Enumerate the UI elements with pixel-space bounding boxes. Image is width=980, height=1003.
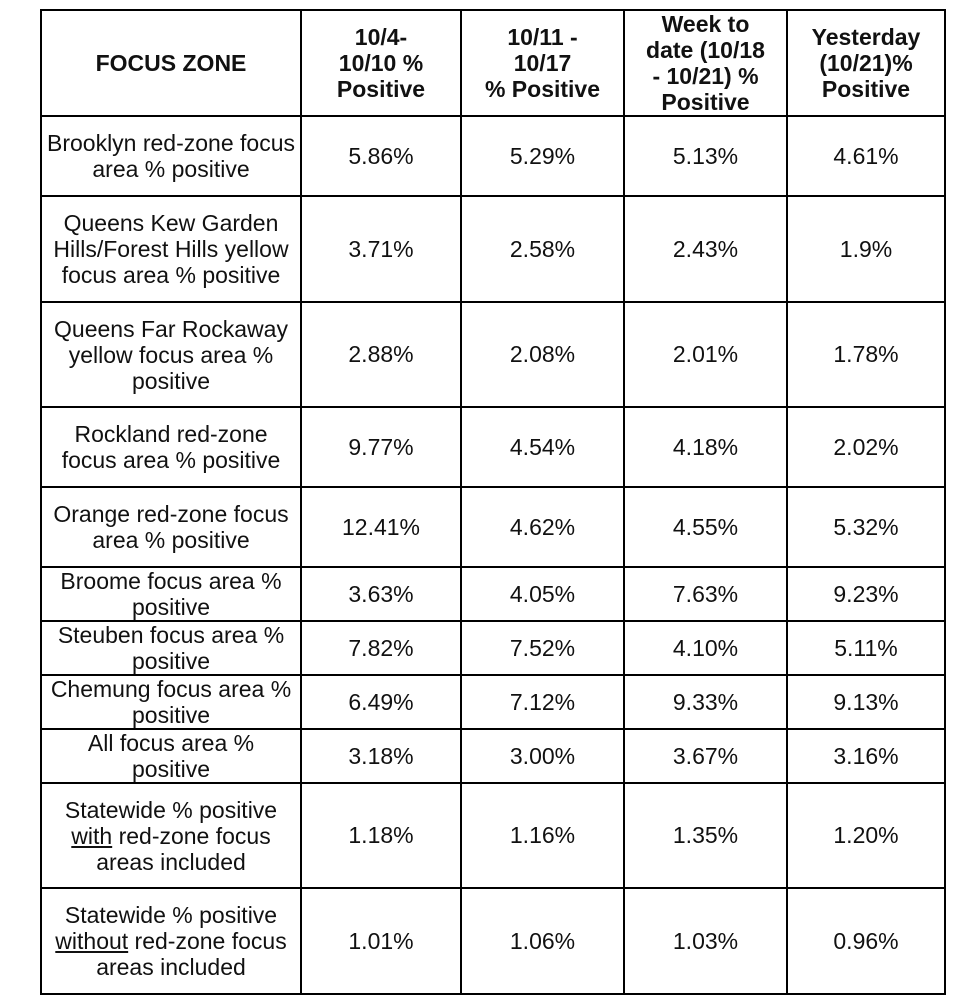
zone-label: All focus area % positive <box>40 728 302 784</box>
header-week-2: 10/11 - 10/17 % Positive <box>460 9 625 117</box>
value-cell: 3.63% <box>300 566 462 622</box>
header-week-1: 10/4- 10/10 % Positive <box>300 9 462 117</box>
value-cell: 4.10% <box>623 620 788 676</box>
value-cell: 3.00% <box>460 728 625 784</box>
table-row: Broome focus area % positive 3.63% 4.05%… <box>40 566 946 622</box>
value-cell: 1.16% <box>460 782 625 889</box>
value-cell: 1.20% <box>786 782 946 889</box>
value-cell: 6.49% <box>300 674 462 730</box>
value-cell: 2.02% <box>786 406 946 488</box>
zone-label: Statewide % positive without red-zone fo… <box>40 887 302 995</box>
zone-label: Brooklyn red-zone focus area % positive <box>40 115 302 197</box>
value-cell: 3.16% <box>786 728 946 784</box>
value-cell: 0.96% <box>786 887 946 995</box>
value-cell: 5.11% <box>786 620 946 676</box>
value-cell: 2.88% <box>300 301 462 408</box>
value-cell: 3.67% <box>623 728 788 784</box>
table-row: Statewide % positive with red-zone focus… <box>40 782 946 889</box>
value-cell: 4.54% <box>460 406 625 488</box>
value-cell: 4.18% <box>623 406 788 488</box>
value-cell: 5.86% <box>300 115 462 197</box>
value-cell: 1.9% <box>786 195 946 303</box>
value-cell: 1.03% <box>623 887 788 995</box>
value-cell: 4.05% <box>460 566 625 622</box>
value-cell: 9.13% <box>786 674 946 730</box>
value-cell: 7.12% <box>460 674 625 730</box>
table-row: Queens Far Rockaway yellow focus area % … <box>40 301 946 408</box>
zone-label: Queens Kew Garden Hills/Forest Hills yel… <box>40 195 302 303</box>
value-cell: 1.78% <box>786 301 946 408</box>
value-cell: 9.77% <box>300 406 462 488</box>
value-cell: 2.08% <box>460 301 625 408</box>
header-row: FOCUS ZONE 10/4- 10/10 % Positive 10/11 … <box>40 9 946 117</box>
value-cell: 5.32% <box>786 486 946 568</box>
header-week-to-date: Week to date (10/18 - 10/21) % Positive <box>623 9 788 117</box>
focus-zone-table: FOCUS ZONE 10/4- 10/10 % Positive 10/11 … <box>40 9 946 995</box>
value-cell: 2.01% <box>623 301 788 408</box>
header-focus-zone: FOCUS ZONE <box>40 9 302 117</box>
table-row: Rockland red-zone focus area % positive … <box>40 406 946 488</box>
value-cell: 7.63% <box>623 566 788 622</box>
zone-label: Statewide % positive with red-zone focus… <box>40 782 302 889</box>
table-row: Chemung focus area % positive 6.49% 7.12… <box>40 674 946 730</box>
value-cell: 3.71% <box>300 195 462 303</box>
table-row: All focus area % positive 3.18% 3.00% 3.… <box>40 728 946 784</box>
table-row: Orange red-zone focus area % positive 12… <box>40 486 946 568</box>
value-cell: 1.06% <box>460 887 625 995</box>
value-cell: 9.33% <box>623 674 788 730</box>
value-cell: 4.62% <box>460 486 625 568</box>
value-cell: 12.41% <box>300 486 462 568</box>
table-row: Queens Kew Garden Hills/Forest Hills yel… <box>40 195 946 303</box>
zone-label: Steuben focus area % positive <box>40 620 302 676</box>
value-cell: 5.29% <box>460 115 625 197</box>
header-yesterday: Yesterday (10/21)% Positive <box>786 9 946 117</box>
value-cell: 1.35% <box>623 782 788 889</box>
table-row: Brooklyn red-zone focus area % positive … <box>40 115 946 197</box>
value-cell: 1.01% <box>300 887 462 995</box>
zone-label: Chemung focus area % positive <box>40 674 302 730</box>
value-cell: 7.52% <box>460 620 625 676</box>
value-cell: 9.23% <box>786 566 946 622</box>
value-cell: 2.58% <box>460 195 625 303</box>
zone-label: Orange red-zone focus area % positive <box>40 486 302 568</box>
table-row: Steuben focus area % positive 7.82% 7.52… <box>40 620 946 676</box>
value-cell: 4.55% <box>623 486 788 568</box>
value-cell: 5.13% <box>623 115 788 197</box>
zone-label: Queens Far Rockaway yellow focus area % … <box>40 301 302 408</box>
table-row: Statewide % positive without red-zone fo… <box>40 887 946 995</box>
value-cell: 1.18% <box>300 782 462 889</box>
value-cell: 7.82% <box>300 620 462 676</box>
value-cell: 2.43% <box>623 195 788 303</box>
value-cell: 4.61% <box>786 115 946 197</box>
zone-label: Rockland red-zone focus area % positive <box>40 406 302 488</box>
zone-label: Broome focus area % positive <box>40 566 302 622</box>
value-cell: 3.18% <box>300 728 462 784</box>
